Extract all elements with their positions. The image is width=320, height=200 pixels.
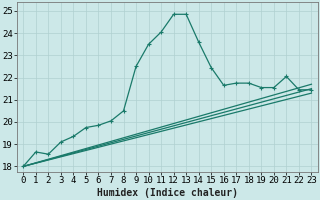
X-axis label: Humidex (Indice chaleur): Humidex (Indice chaleur) (97, 188, 238, 198)
